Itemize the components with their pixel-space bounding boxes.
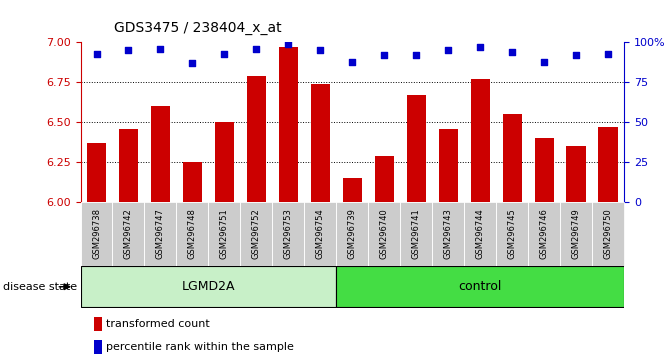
Text: GSM296750: GSM296750	[603, 208, 613, 259]
Bar	[151, 106, 170, 202]
Point	[251, 46, 262, 52]
Bar	[311, 84, 330, 202]
Bar	[560, 202, 592, 266]
Bar	[87, 143, 106, 202]
Bar	[599, 127, 617, 202]
Text: GSM296739: GSM296739	[348, 208, 357, 259]
Bar	[209, 202, 240, 266]
Bar	[176, 202, 209, 266]
Text: GSM296748: GSM296748	[188, 208, 197, 259]
Bar	[566, 146, 586, 202]
Point	[187, 61, 198, 66]
Bar	[272, 202, 305, 266]
Bar	[336, 202, 368, 266]
Point	[571, 52, 582, 58]
Bar	[215, 122, 234, 202]
Bar	[144, 202, 176, 266]
Bar	[81, 202, 113, 266]
Text: GSM296749: GSM296749	[572, 208, 580, 259]
Text: control: control	[458, 280, 502, 293]
Text: GSM296743: GSM296743	[444, 208, 453, 259]
Bar	[247, 76, 266, 202]
Bar	[535, 138, 554, 202]
Bar	[374, 155, 394, 202]
Bar	[343, 178, 362, 202]
Text: GSM296752: GSM296752	[252, 208, 261, 259]
Bar	[183, 162, 202, 202]
Bar	[305, 202, 336, 266]
Text: GSM296753: GSM296753	[284, 208, 293, 259]
Bar	[407, 95, 426, 202]
Point	[123, 47, 134, 53]
Point	[219, 51, 229, 57]
Text: GSM296741: GSM296741	[412, 208, 421, 259]
Text: GSM296751: GSM296751	[220, 208, 229, 259]
Bar	[464, 202, 496, 266]
Point	[155, 46, 166, 52]
Text: disease state: disease state	[3, 282, 77, 292]
Bar	[439, 129, 458, 202]
Text: percentile rank within the sample: percentile rank within the sample	[106, 342, 294, 352]
Bar	[81, 266, 336, 307]
Text: transformed count: transformed count	[106, 319, 210, 329]
Bar	[503, 114, 522, 202]
Text: GSM296746: GSM296746	[539, 208, 549, 259]
Point	[91, 51, 102, 57]
Point	[539, 59, 550, 64]
Text: LGMD2A: LGMD2A	[182, 280, 235, 293]
Text: GSM296744: GSM296744	[476, 208, 484, 259]
Bar	[336, 266, 624, 307]
Text: GSM296738: GSM296738	[92, 208, 101, 259]
Point	[443, 47, 454, 53]
Text: GSM296745: GSM296745	[508, 208, 517, 259]
Point	[315, 47, 325, 53]
Bar	[240, 202, 272, 266]
Bar	[592, 202, 624, 266]
Text: GSM296754: GSM296754	[316, 208, 325, 259]
Bar	[119, 129, 138, 202]
Point	[475, 45, 486, 50]
Bar	[432, 202, 464, 266]
Text: GDS3475 / 238404_x_at: GDS3475 / 238404_x_at	[114, 21, 282, 35]
Bar	[278, 47, 298, 202]
Bar	[113, 202, 144, 266]
Point	[603, 51, 613, 57]
Text: GSM296747: GSM296747	[156, 208, 165, 259]
Bar	[496, 202, 528, 266]
Bar	[400, 202, 432, 266]
Text: GSM296740: GSM296740	[380, 208, 389, 259]
Point	[347, 59, 358, 64]
Point	[507, 49, 517, 55]
Point	[283, 41, 294, 47]
Point	[411, 52, 421, 58]
Text: GSM296742: GSM296742	[124, 208, 133, 259]
Bar	[368, 202, 400, 266]
Point	[379, 52, 390, 58]
Bar	[470, 79, 490, 202]
Bar	[528, 202, 560, 266]
